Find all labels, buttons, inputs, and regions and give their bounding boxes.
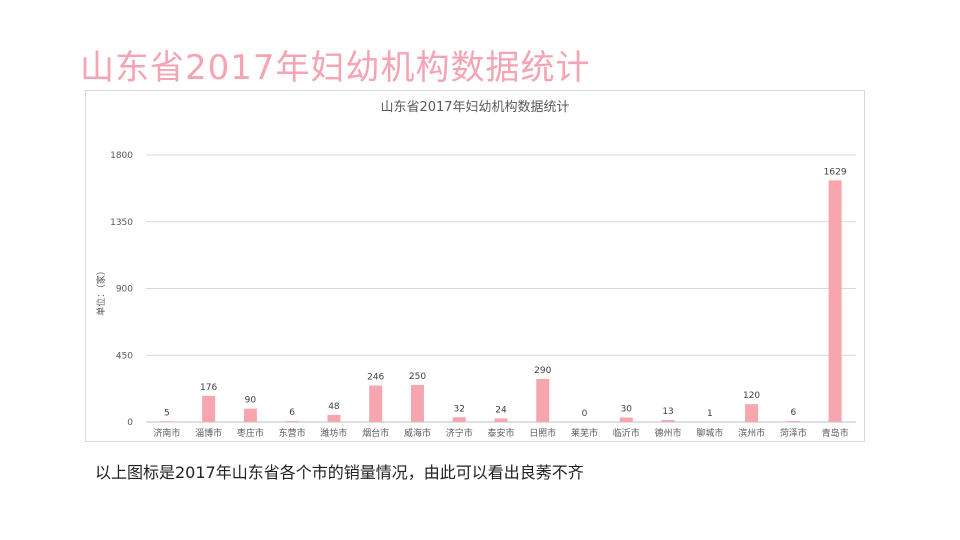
bar-烟台市 (369, 385, 383, 422)
x-tick-label: 济南市 (153, 427, 180, 439)
x-axis-ticks: 济南市 淄博市 枣庄市 东营市 潍坊市 烟台市 威海市 济宁市 泰安市 日照市 莱芜市 临沂市 德州市 聊… (153, 427, 848, 439)
data-label: 5 (164, 408, 170, 418)
data-labels: 5 176 90 6 48 246 250 32 24 290 0 30 13 1 120 6 1629 (164, 167, 847, 419)
x-tick-label: 淄博市 (195, 427, 222, 439)
bar-德州市 (661, 420, 675, 422)
x-tick-label: 青岛市 (822, 427, 849, 439)
bar-日照市 (536, 378, 550, 422)
data-label: 48 (328, 402, 340, 412)
bar-潍坊市 (327, 414, 341, 422)
bar-济南市 (160, 421, 174, 422)
chart-canvas: 山东省2017年妇幼机构数据统计 单位：（家） 045090013501800 … (95, 99, 856, 439)
x-tick-label: 威海市 (404, 427, 431, 439)
x-tick-label: 日照市 (529, 427, 556, 439)
gridlines (146, 154, 856, 423)
bar-菏泽市 (786, 421, 800, 422)
bar-chart: 山东省2017年妇幼机构数据统计 单位：（家） 0 450 900 1350 1800 … (85, 90, 865, 442)
bar-济宁市 (452, 417, 466, 422)
x-tick-label: 菏泽市 (780, 427, 807, 439)
chart-title: 山东省2017年妇幼机构数据统计 (380, 99, 569, 115)
data-label: 1629 (824, 167, 847, 177)
x-tick-label: 东营市 (279, 427, 306, 439)
data-label: 0 (582, 409, 588, 419)
x-tick-label: 滨州市 (738, 427, 765, 439)
data-label: 176 (200, 383, 217, 393)
bar-淄博市 (202, 395, 216, 422)
y-tick-label: 1350 (110, 218, 133, 228)
data-label: 30 (621, 405, 633, 415)
x-tick-label: 潍坊市 (320, 427, 347, 439)
data-label: 32 (454, 404, 465, 414)
data-label: 246 (367, 373, 384, 383)
data-label: 24 (495, 405, 507, 415)
bar-青岛市 (828, 180, 842, 422)
data-label: 6 (289, 408, 295, 418)
bar-东营市 (285, 421, 299, 422)
x-tick-label: 聊城市 (696, 427, 723, 439)
y-tick-label: 0 (127, 418, 133, 428)
data-label: 120 (743, 391, 760, 401)
y-tick-label: 900 (116, 285, 133, 295)
y-tick-label: 1800 (110, 151, 133, 161)
x-tick-label: 泰安市 (487, 427, 514, 439)
x-tick-label: 莱芜市 (571, 427, 598, 439)
slide-caption: 以上图标是2017年山东省各个市的销量情况，由此可以看出良莠不齐 (95, 463, 584, 482)
bar-滨州市 (745, 404, 759, 422)
y-axis-label: 单位：（家） (95, 266, 107, 316)
y-axis-ticks: 0 450 900 1350 1800 (110, 151, 133, 428)
x-tick-label: 德州市 (655, 427, 682, 439)
x-tick-label: 济宁市 (446, 427, 473, 439)
data-label: 250 (409, 372, 426, 382)
bars (160, 180, 842, 422)
data-label: 90 (245, 396, 257, 406)
bar-威海市 (410, 384, 424, 422)
bar-临沂市 (619, 417, 633, 422)
y-tick-label: 450 (116, 351, 133, 361)
x-tick-label: 烟台市 (362, 427, 389, 439)
data-label: 1 (707, 409, 713, 419)
x-tick-label: 临沂市 (613, 427, 640, 439)
data-label: 6 (790, 408, 796, 418)
bar-泰安市 (494, 418, 508, 422)
data-label: 13 (662, 407, 673, 417)
data-label: 290 (534, 366, 551, 376)
slide-title: 山东省2017年妇幼机构数据统计 (80, 48, 591, 88)
x-tick-label: 枣庄市 (237, 427, 264, 439)
bar-枣庄市 (243, 408, 257, 422)
